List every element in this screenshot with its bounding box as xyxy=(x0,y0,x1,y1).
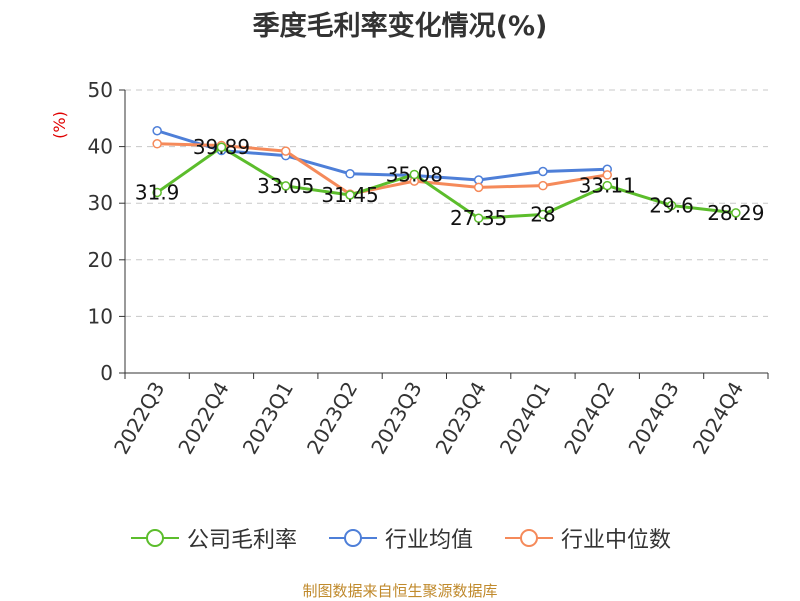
data-point xyxy=(281,181,291,191)
data-label: 31.45 xyxy=(321,183,378,207)
legend-label: 行业中位数 xyxy=(561,528,672,553)
x-tick-label: 2022Q3 xyxy=(109,378,169,459)
x-tick-label: 2022Q4 xyxy=(173,378,233,459)
legend-marker xyxy=(520,529,538,547)
data-labels: 31.9 39.89 33.05 31.45 35.08 27.35 28 33.11 29.6… xyxy=(135,135,765,230)
data-point xyxy=(345,169,355,179)
legend-marker xyxy=(145,529,164,547)
data-point xyxy=(152,187,162,198)
data-point xyxy=(473,182,484,193)
legend-symbol xyxy=(328,529,377,547)
data-label: 29.6 xyxy=(649,193,694,217)
x-tick-label: 2023Q4 xyxy=(431,378,491,459)
legend-marker xyxy=(343,529,362,547)
data-label: 35.08 xyxy=(386,162,443,186)
y-tick-label: 40 xyxy=(88,135,113,159)
legend-item[interactable]: 行业中位数 xyxy=(503,522,671,554)
y-tick-label: 10 xyxy=(88,304,113,328)
data-label: 31.9 xyxy=(135,180,180,204)
data-point xyxy=(152,139,162,149)
data-label: 27.35 xyxy=(450,206,507,230)
series-line-0 xyxy=(156,145,737,220)
data-point xyxy=(538,209,548,220)
data-point xyxy=(345,190,355,200)
legend-symbol xyxy=(130,529,179,547)
data-label: 28.29 xyxy=(707,201,764,225)
data-label: 33.05 xyxy=(257,174,314,198)
data-point xyxy=(409,169,420,180)
data-point xyxy=(473,213,484,223)
chart-title: 季度毛利率变化情况(%) xyxy=(252,11,548,42)
legend-label: 公司毛利率 xyxy=(186,528,297,553)
legend-label: 行业均值 xyxy=(384,528,473,553)
source-footer: 制图数据来自恒生聚源数据库 xyxy=(302,582,498,600)
series-line-2 xyxy=(157,142,608,196)
x-tick-label: 2023Q1 xyxy=(238,378,298,459)
legend-item[interactable]: 行业均值 xyxy=(327,522,473,554)
data-label: 33.11 xyxy=(579,174,636,198)
y-tick-label: 30 xyxy=(88,191,113,215)
x-tick-label: 2024Q2 xyxy=(559,378,619,459)
data-point xyxy=(666,200,677,211)
legend-item[interactable]: 公司毛利率 xyxy=(129,522,297,554)
series-line-1 xyxy=(156,129,608,182)
series-lines xyxy=(152,126,741,223)
data-point xyxy=(538,166,548,177)
data-point xyxy=(731,208,741,218)
legend-symbol xyxy=(505,529,553,547)
data-label: 39.89 xyxy=(193,135,250,159)
x-tick-label: 2024Q3 xyxy=(623,378,683,459)
y-tick-label: 0 xyxy=(100,361,113,385)
y-tick-label: 20 xyxy=(88,248,113,272)
data-point xyxy=(281,146,291,156)
legend: 公司毛利率 行业均值 行业中位数 xyxy=(0,521,800,555)
data-point xyxy=(602,180,612,191)
y-tick-label: 50 xyxy=(88,78,113,102)
data-point xyxy=(602,170,612,180)
data-label: 28 xyxy=(530,203,555,227)
gridlines xyxy=(125,89,768,317)
data-point xyxy=(538,180,548,191)
x-tick-label: 2024Q4 xyxy=(688,378,748,459)
data-point xyxy=(216,142,227,152)
data-point xyxy=(152,126,162,136)
x-tick-label: 2024Q1 xyxy=(495,378,555,459)
x-tick-label: 2023Q2 xyxy=(302,378,362,459)
x-tick-label: 2023Q3 xyxy=(366,378,426,459)
